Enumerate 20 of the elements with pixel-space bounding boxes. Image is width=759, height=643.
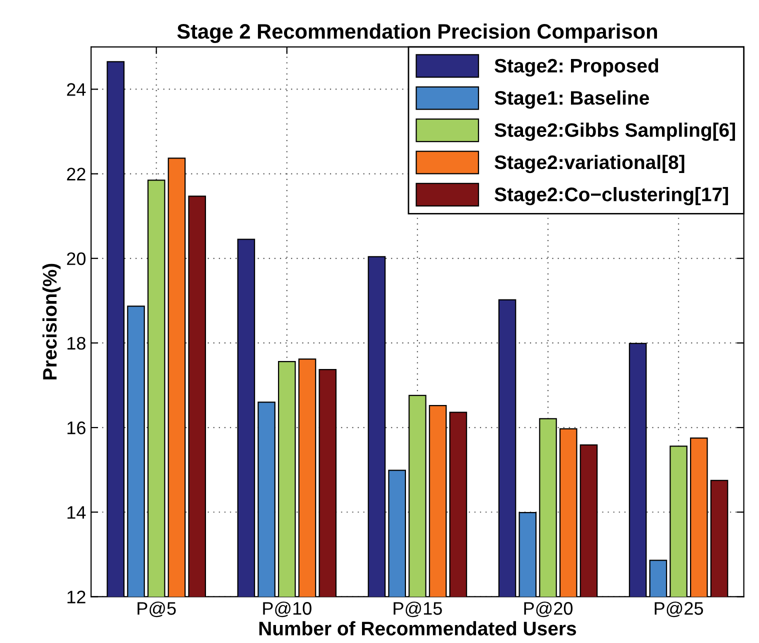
x-tick-label: P@10: [263, 602, 312, 618]
x-tick-label: P@25: [654, 602, 704, 618]
y-axis-title: Precision(%): [42, 264, 61, 380]
y-tick-label: 20: [67, 252, 86, 266]
legend-label: Stage2:Gibbs Sampling[6]: [494, 122, 735, 141]
x-tick-label: P@5: [138, 602, 176, 618]
x-tick-label: P@15: [394, 602, 442, 618]
chart-title: Stage 2 Recommendation Precision Comparison: [177, 24, 657, 44]
y-tick-label: 18: [68, 336, 86, 350]
y-tick-label: 14: [68, 506, 86, 519]
legend-label: Stage2:Co−clustering[17]: [494, 187, 728, 206]
x-axis-title: Number of Recommendated Users: [259, 621, 576, 636]
y-tick-label: 12: [68, 590, 86, 604]
y-tick-label: 16: [68, 421, 86, 434]
legend-label: Stage2: Proposed: [494, 58, 658, 77]
x-tick-label: P@20: [524, 602, 573, 618]
legend-label: Stage2:variational[8]: [494, 154, 684, 174]
legend-label: Stage1: Baseline: [494, 90, 650, 109]
y-tick-label: 24: [67, 83, 86, 96]
y-tick-label: 22: [67, 168, 86, 180]
